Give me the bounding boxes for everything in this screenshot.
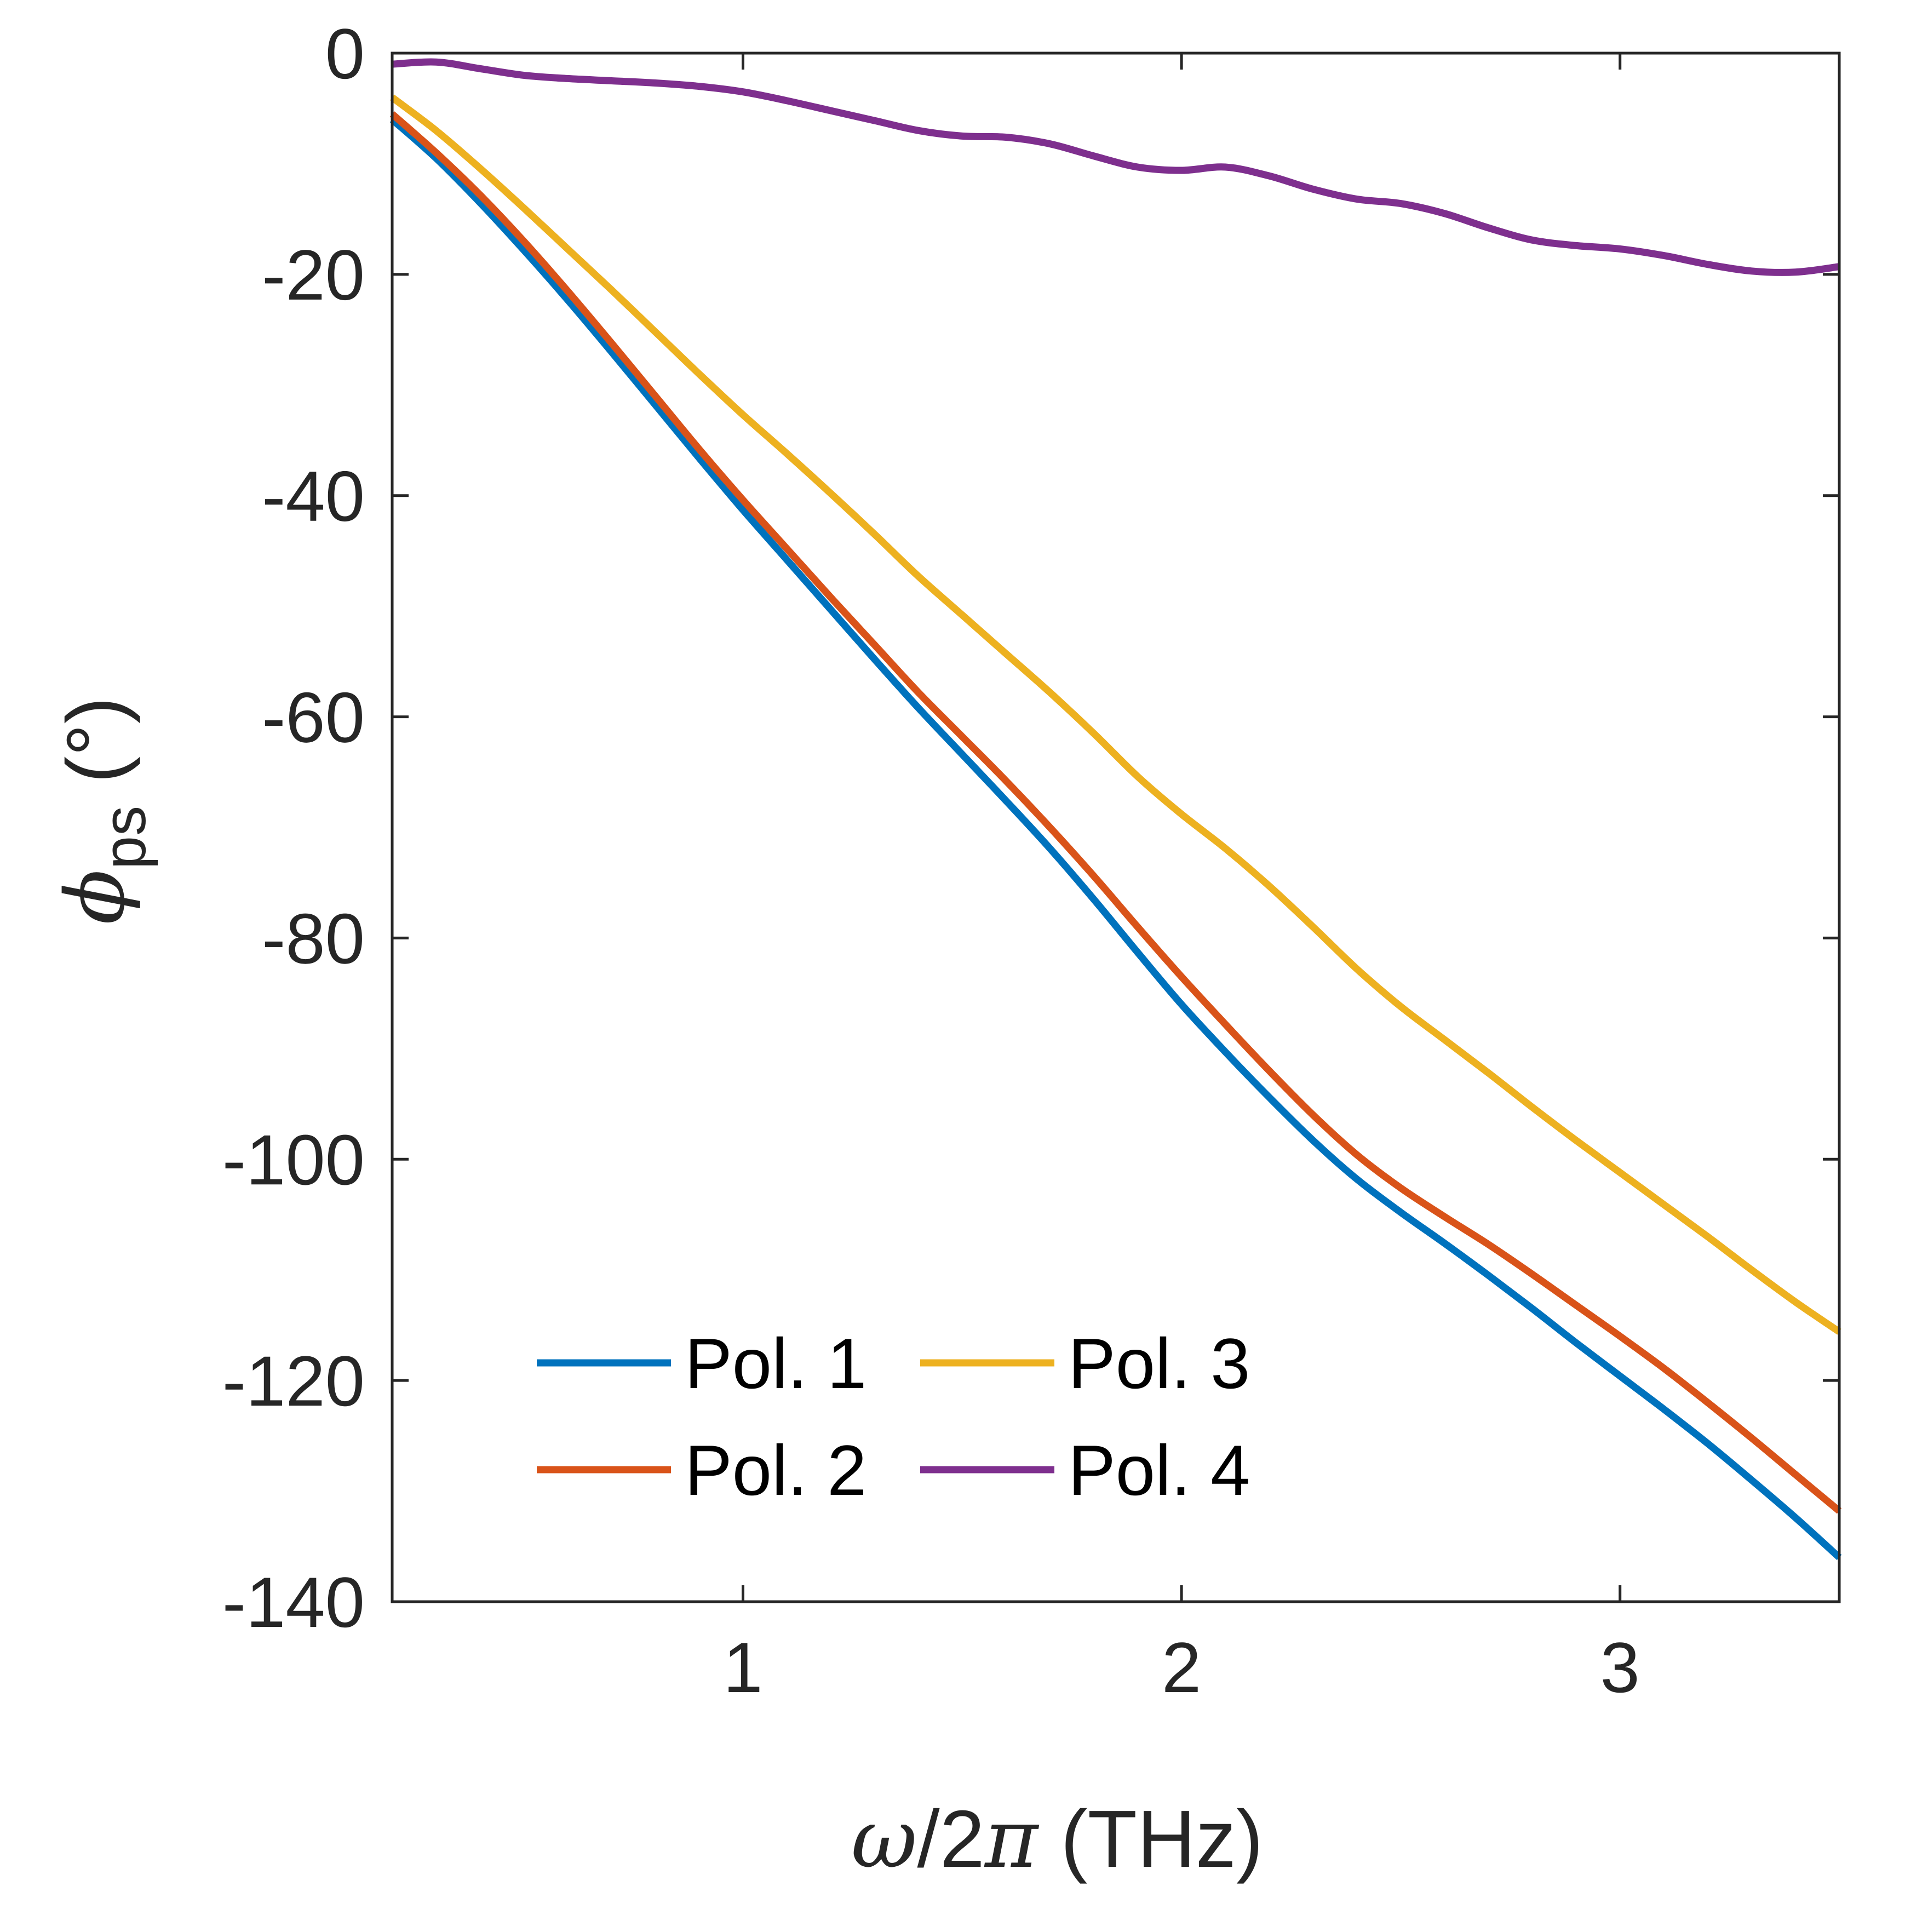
series-line-pol-3 [390, 94, 1841, 1335]
x-tick-label: 3 [1600, 1627, 1640, 1707]
legend-label-pol-3: Pol. 3 [1068, 1323, 1250, 1403]
y-tick-label: -40 [262, 456, 365, 536]
y-tick-label: -80 [262, 898, 365, 978]
y-tick-label: -20 [262, 235, 365, 315]
y-axis-label-unit: (°) [50, 697, 141, 806]
y-tick-label: -60 [262, 678, 365, 758]
x-axis-label: ω/2π (THz) [851, 1792, 1263, 1886]
legend-label-pol-4: Pol. 4 [1068, 1430, 1250, 1510]
series-line-pol-1 [389, 117, 1842, 1561]
plot-frame [391, 51, 1841, 1603]
x-tick-label: 1 [723, 1627, 762, 1707]
legend-label-pol-1: Pol. 1 [685, 1323, 867, 1403]
y-axis-ticks: 0 -20 -40 -60 -80 -100 -120 -140 [222, 14, 1839, 1642]
series-layer [389, 58, 1842, 1561]
legend-label-pol-2: Pol. 2 [685, 1430, 867, 1510]
x-tick-label: 2 [1162, 1627, 1201, 1707]
x-axis-ticks: 1 2 3 [723, 53, 1640, 1707]
x-axis-label-symbol: ω [851, 1792, 917, 1886]
y-tick-label: -140 [222, 1562, 365, 1642]
series-line-pol-2 [389, 111, 1842, 1514]
series-line-pol-4 [392, 58, 1840, 276]
legend: Pol. 1 Pol. 2 Pol. 3 Pol. 4 [520, 1304, 1304, 1523]
x-axis-label-text: /2 [917, 1794, 984, 1884]
x-axis-label-unit: (THz) [1038, 1794, 1263, 1884]
x-axis-label-symbol2: π [984, 1792, 1040, 1886]
y-axis-label-symbol: ϕ [48, 869, 142, 925]
y-axis-label-subscript: ps [91, 806, 158, 869]
y-tick-label: -120 [222, 1341, 365, 1421]
legend-background [520, 1304, 1304, 1523]
y-tick-label: -100 [222, 1120, 365, 1200]
y-axis-label: ϕps (°) [48, 697, 158, 925]
y-tick-label: 0 [325, 14, 365, 94]
